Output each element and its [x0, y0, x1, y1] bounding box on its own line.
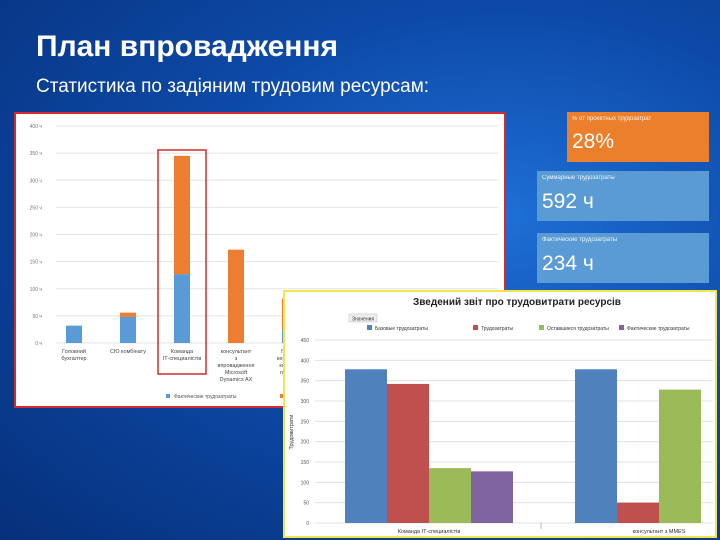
kpi-total-card: Суммарные трудозатраты 592 ч: [537, 171, 709, 221]
bar-segment: [66, 325, 82, 343]
filter-label: Значения: [352, 317, 374, 323]
y-tick-label: 200: [301, 440, 310, 446]
bar: [387, 383, 429, 523]
bar: [659, 389, 701, 523]
y-tick-label: 150 ч: [30, 260, 43, 266]
x-category-label: СЮ комбінату: [110, 349, 146, 355]
y-axis-title: Трудовитрати: [289, 415, 295, 450]
y-tick-label: 100 ч: [30, 287, 43, 293]
legend-swatch: [539, 325, 544, 330]
y-tick-label: 100: [301, 480, 310, 486]
y-tick-label: 400 ч: [30, 124, 43, 130]
slide-title: План впровадження: [36, 30, 339, 63]
kpi-actual-card: Фактические трудозатраты 234 ч: [537, 233, 709, 283]
y-tick-label: 400: [301, 358, 310, 364]
legend-label: Оставшиеся трудозатраты: [547, 326, 609, 332]
bar-segment: [228, 249, 244, 343]
y-tick-label: 350: [301, 379, 310, 385]
bar-segment: [174, 274, 190, 343]
y-tick-label: 50: [303, 501, 309, 507]
kpi-percent-label: % от проектных трудозатрат: [572, 116, 652, 122]
legend-swatch: [619, 325, 624, 330]
y-tick-label: 150: [301, 460, 310, 466]
legend-label: Трудозатраты: [481, 326, 513, 332]
bar-segment: [174, 155, 190, 275]
kpi-percent-value: 28%: [572, 130, 615, 153]
y-tick-label: 300: [301, 399, 310, 405]
kpi-total-label: Суммарные трудозатраты: [542, 175, 615, 181]
bar: [429, 468, 471, 523]
y-tick-label: 0: [306, 521, 309, 527]
bar: [575, 369, 617, 523]
legend-label: Фактические трудозатраты: [627, 326, 690, 332]
kpi-percent-card: % от проектных трудозатрат 28%: [567, 112, 709, 162]
legend-swatch: [367, 325, 372, 330]
chart-title: Зведений звіт про трудовитрати ресурсів: [413, 297, 621, 308]
y-tick-label: 450: [301, 338, 310, 344]
legend-label: Фактические трудозатраты: [174, 394, 237, 400]
filter-button: [348, 313, 378, 323]
x-category-label: консультант з впровадження Microsoft Dynamic…: [218, 349, 255, 383]
x-category-label: Команда ІТ-специалістів: [163, 349, 202, 362]
y-tick-label: 250: [301, 419, 310, 425]
x-category-label: консультант з ММЕS: [633, 529, 686, 535]
legend-label: Базовые трудозатраты: [375, 326, 428, 332]
bar: [617, 502, 659, 523]
legend-swatch: [473, 325, 478, 330]
kpi-actual-value: 234 ч: [542, 252, 594, 275]
y-tick-label: 200 ч: [30, 233, 43, 239]
summary-report-chart: Зведений звіт про трудовитрати ресурсів З…: [283, 290, 717, 538]
y-tick-label: 250 ч: [30, 205, 43, 211]
legend-swatch: [166, 394, 170, 398]
bar: [345, 369, 387, 523]
highlight-box: [157, 149, 207, 375]
legend-swatch: [280, 394, 284, 398]
y-tick-label: 50 ч: [32, 314, 42, 320]
summary-report-chart-svg: Зведений звіт про трудовитрати ресурсів З…: [289, 297, 713, 535]
slide-subtitle: Статистика по задіяним трудовим ресурсам…: [36, 76, 430, 97]
kpi-total-value: 592 ч: [542, 190, 594, 213]
kpi-actual-label: Фактические трудозатраты: [542, 237, 618, 243]
bar-segment: [120, 312, 136, 317]
resource-bar-chart: 0 ч 50 ч 100 ч 150 ч 200 ч 250 ч 300 ч 350 ч 400…: [14, 112, 506, 408]
x-category-label: Головний бухгалтер: [61, 348, 86, 362]
bar-segment: [120, 316, 136, 343]
bar: [471, 471, 513, 523]
y-tick-label: 0 ч: [35, 341, 42, 347]
y-tick-label: 300 ч: [30, 178, 43, 184]
y-tick-label: 350 ч: [30, 151, 43, 157]
x-category-label: Команда ІТ-специалістів: [398, 529, 461, 535]
